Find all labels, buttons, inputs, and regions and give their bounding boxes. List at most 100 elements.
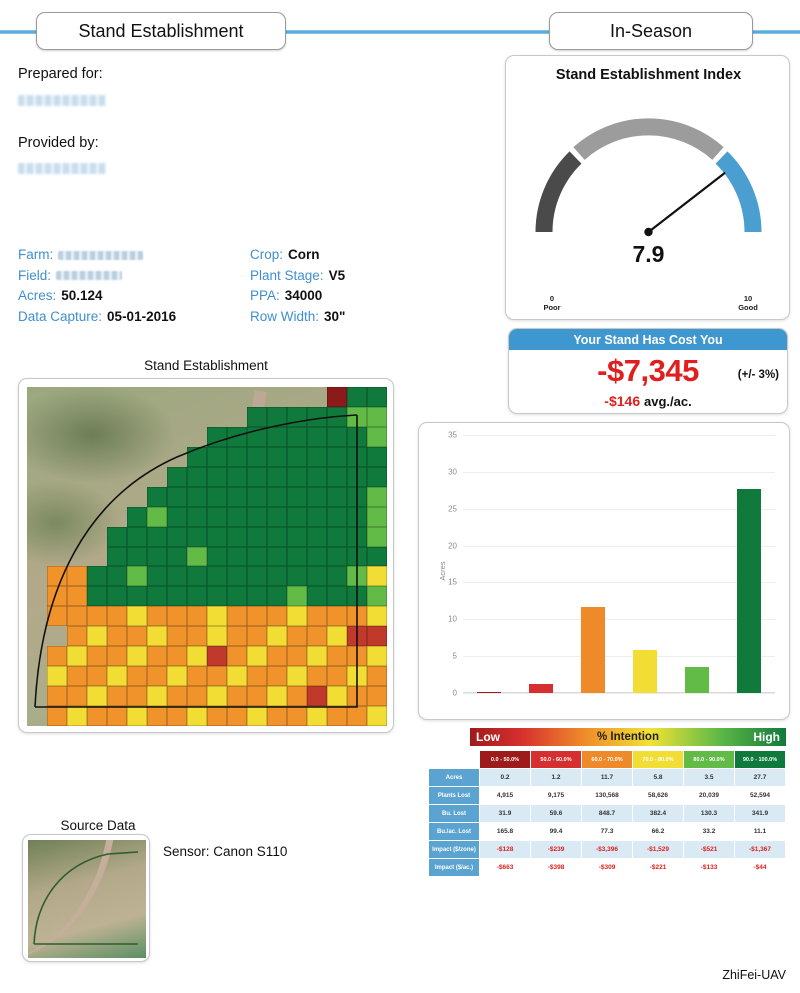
map-zone-cell[interactable] bbox=[267, 566, 287, 587]
map-zone-cell[interactable] bbox=[367, 706, 387, 726]
map-zone-cell[interactable] bbox=[287, 706, 307, 726]
map-zone-cell[interactable] bbox=[147, 686, 167, 707]
map-zone-cell[interactable] bbox=[47, 686, 67, 707]
map-zone-cell[interactable] bbox=[67, 586, 87, 607]
map-zone-cell[interactable] bbox=[227, 626, 247, 647]
map-zone-cell[interactable] bbox=[147, 606, 167, 627]
map-zone-cell[interactable] bbox=[287, 446, 307, 467]
map-zone-cell[interactable] bbox=[207, 526, 227, 547]
map-zone-cell[interactable] bbox=[227, 686, 247, 707]
map-zone-cell[interactable] bbox=[167, 646, 187, 667]
map-zone-cell[interactable] bbox=[227, 486, 247, 507]
map-zone-cell[interactable] bbox=[307, 686, 327, 707]
map-zone-cell[interactable] bbox=[267, 526, 287, 547]
map-zone-cell[interactable] bbox=[127, 566, 147, 587]
map-zone-cell[interactable] bbox=[147, 546, 167, 567]
map-zone-cell[interactable] bbox=[367, 446, 387, 467]
map-zone-cell[interactable] bbox=[327, 586, 347, 607]
map-zone-cell[interactable] bbox=[367, 546, 387, 567]
map-zone-cell[interactable] bbox=[327, 546, 347, 567]
map-zone-cell[interactable] bbox=[147, 506, 167, 527]
map-zone-cell[interactable] bbox=[327, 486, 347, 507]
map-zone-cell[interactable] bbox=[107, 646, 127, 667]
map-zone-cell[interactable] bbox=[227, 526, 247, 547]
chart-bar[interactable] bbox=[477, 691, 501, 693]
map-zone-cell[interactable] bbox=[107, 626, 127, 647]
map-zone-cell[interactable] bbox=[87, 666, 107, 687]
map-zone-cell[interactable] bbox=[307, 466, 327, 487]
map-zone-cell[interactable] bbox=[87, 566, 107, 587]
map-zone-cell[interactable] bbox=[287, 626, 307, 647]
field-map-panel[interactable] bbox=[18, 378, 394, 733]
map-zone-cell[interactable] bbox=[187, 486, 207, 507]
map-zone-cell[interactable] bbox=[47, 606, 67, 627]
map-zone-cell[interactable] bbox=[347, 706, 367, 726]
map-zone-cell[interactable] bbox=[207, 446, 227, 467]
map-zone-cell[interactable] bbox=[307, 506, 327, 527]
map-zone-cell[interactable] bbox=[287, 586, 307, 607]
map-zone-cell[interactable] bbox=[327, 566, 347, 587]
map-zone-cell[interactable] bbox=[207, 566, 227, 587]
map-zone-cell[interactable] bbox=[67, 566, 87, 587]
map-zone-cell[interactable] bbox=[147, 526, 167, 547]
map-zone-cell[interactable] bbox=[247, 586, 267, 607]
map-zone-cell[interactable] bbox=[267, 486, 287, 507]
map-zone-cell[interactable] bbox=[167, 666, 187, 687]
map-zone-cell[interactable] bbox=[67, 666, 87, 687]
map-zone-cell[interactable] bbox=[187, 666, 207, 687]
map-zone-cell[interactable] bbox=[267, 506, 287, 527]
map-zone-cell[interactable] bbox=[307, 486, 327, 507]
map-zone-cell[interactable] bbox=[247, 506, 267, 527]
map-zone-cell[interactable] bbox=[147, 626, 167, 647]
map-zone-cell[interactable] bbox=[267, 626, 287, 647]
map-zone-cell[interactable] bbox=[247, 706, 267, 726]
map-zone-cell[interactable] bbox=[327, 426, 347, 447]
map-zone-cell[interactable] bbox=[107, 686, 127, 707]
tab-stand-establishment[interactable]: Stand Establishment bbox=[36, 12, 286, 50]
map-zone-cell[interactable] bbox=[207, 546, 227, 567]
map-zone-cell[interactable] bbox=[367, 586, 387, 607]
map-zone-cell[interactable] bbox=[287, 686, 307, 707]
map-zone-cell[interactable] bbox=[287, 466, 307, 487]
map-zone-cell[interactable] bbox=[247, 466, 267, 487]
map-zone-cell[interactable] bbox=[187, 506, 207, 527]
map-zone-cell[interactable] bbox=[107, 706, 127, 726]
map-zone-cell[interactable] bbox=[187, 546, 207, 567]
map-zone-cell[interactable] bbox=[127, 526, 147, 547]
map-zone-cell[interactable] bbox=[47, 646, 67, 667]
map-zone-cell[interactable] bbox=[287, 666, 307, 687]
map-zone-cell[interactable] bbox=[87, 606, 107, 627]
map-zone-cell[interactable] bbox=[367, 626, 387, 647]
map-zone-cell[interactable] bbox=[367, 686, 387, 707]
map-zone-cell[interactable] bbox=[227, 466, 247, 487]
map-zone-cell[interactable] bbox=[107, 586, 127, 607]
map-zone-cell[interactable] bbox=[367, 666, 387, 687]
map-zone-cell[interactable] bbox=[107, 566, 127, 587]
map-zone-cell[interactable] bbox=[107, 606, 127, 627]
map-zone-cell[interactable] bbox=[227, 566, 247, 587]
map-zone-cell[interactable] bbox=[327, 706, 347, 726]
map-zone-cell[interactable] bbox=[127, 666, 147, 687]
map-zone-cell[interactable] bbox=[307, 666, 327, 687]
map-zone-cell[interactable] bbox=[267, 606, 287, 627]
map-zone-cell[interactable] bbox=[87, 646, 107, 667]
map-zone-cell[interactable] bbox=[227, 666, 247, 687]
map-zone-cell[interactable] bbox=[367, 466, 387, 487]
map-zone-cell[interactable] bbox=[207, 686, 227, 707]
map-zone-cell[interactable] bbox=[167, 526, 187, 547]
map-zone-cell[interactable] bbox=[127, 606, 147, 627]
map-zone-cell[interactable] bbox=[327, 666, 347, 687]
map-zone-cell[interactable] bbox=[307, 406, 327, 427]
map-zone-cell[interactable] bbox=[67, 706, 87, 726]
map-zone-cell[interactable] bbox=[87, 626, 107, 647]
map-zone-cell[interactable] bbox=[267, 586, 287, 607]
map-zone-cell[interactable] bbox=[287, 646, 307, 667]
map-zone-cell[interactable] bbox=[247, 606, 267, 627]
map-zone-cell[interactable] bbox=[187, 446, 207, 467]
map-zone-cell[interactable] bbox=[227, 446, 247, 467]
map-zone-cell[interactable] bbox=[307, 706, 327, 726]
map-zone-cell[interactable] bbox=[147, 486, 167, 507]
map-zone-cell[interactable] bbox=[367, 426, 387, 447]
map-zone-cell[interactable] bbox=[307, 426, 327, 447]
map-zone-cell[interactable] bbox=[47, 666, 67, 687]
